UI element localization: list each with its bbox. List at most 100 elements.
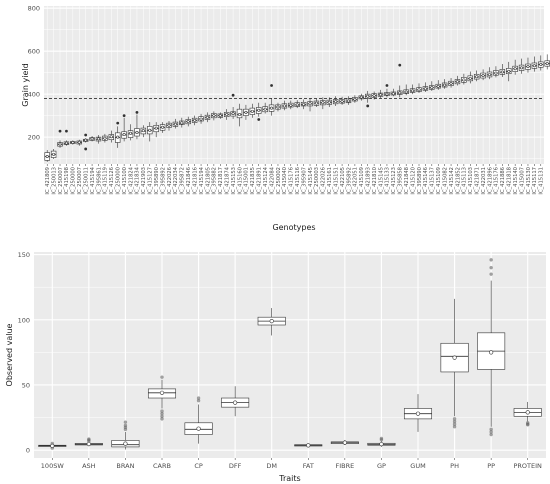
- outlier-point: [84, 133, 88, 137]
- mean-marker: [342, 440, 347, 445]
- mean-marker: [327, 100, 331, 104]
- mean-marker: [225, 113, 229, 117]
- mean-marker: [353, 97, 357, 101]
- mean-marker: [86, 441, 91, 447]
- x-tick-label: IC_421818: [507, 167, 513, 195]
- box-48: [352, 95, 358, 103]
- x-tick-label: IC_415040: [282, 167, 288, 195]
- mean-marker: [366, 94, 370, 98]
- box-11: [115, 121, 121, 148]
- outlier-point: [160, 409, 164, 413]
- x-tick-label: CARB: [153, 462, 171, 470]
- x-tick-label: GUM: [410, 462, 425, 470]
- x-tick-label: IC_421871: [474, 167, 480, 195]
- mean-marker: [154, 126, 158, 130]
- mean-marker: [270, 106, 274, 110]
- mean-marker: [231, 111, 235, 115]
- outlier-point: [58, 129, 62, 133]
- x-tick-label: DM: [266, 462, 277, 470]
- outlier-point: [489, 427, 493, 432]
- mean-marker: [423, 87, 427, 91]
- box-36: [275, 102, 281, 112]
- outlier-point: [160, 417, 164, 421]
- outlier-point: [452, 419, 457, 424]
- mean-marker: [295, 103, 299, 107]
- x-tick-label: IC_421886: [500, 167, 506, 195]
- x-tick-label: IC_415117: [532, 167, 538, 195]
- box-70: [493, 66, 499, 78]
- box-46: [339, 96, 345, 105]
- box-20: [172, 118, 179, 129]
- x-tick-label: IC_415146: [423, 167, 429, 195]
- outlier-point: [489, 432, 493, 437]
- box-4: [184, 396, 213, 444]
- x-tick-label: IC_250007: [77, 167, 83, 195]
- x-tick-label: IC_421846: [186, 167, 192, 195]
- x-tick-label: IC_415100: [122, 167, 128, 195]
- box-12: [121, 114, 127, 142]
- x-tick-label: FIBRE: [335, 462, 354, 470]
- x-tick-label: IC_415151: [333, 167, 339, 195]
- plot1-boxes: [44, 54, 550, 162]
- outlier-point: [398, 63, 402, 67]
- mean-marker: [193, 118, 197, 122]
- x-tick-label: IC_415001: [244, 167, 250, 195]
- x-tick-label: IC_395907: [301, 167, 307, 195]
- x-tick-label: IC_415160: [237, 167, 243, 195]
- mean-marker: [436, 84, 440, 88]
- y-tick-label: 400: [28, 91, 40, 99]
- x-tick-label: IC_395872: [180, 167, 186, 195]
- mean-marker: [507, 69, 511, 73]
- mean-marker: [404, 90, 408, 94]
- box-52: [377, 89, 384, 99]
- box-0: [44, 150, 50, 162]
- x-tick-label: IC_421848: [404, 167, 410, 195]
- box-37: [281, 100, 288, 111]
- x-tick-label: ASH: [82, 462, 96, 470]
- box-22: [185, 116, 191, 127]
- mean-marker: [379, 93, 383, 97]
- plot2-y-axis-label: Observed value: [5, 323, 14, 386]
- outlier-point: [123, 420, 128, 424]
- outlier-point: [489, 265, 493, 270]
- x-tick-label: IC_422084: [269, 166, 275, 194]
- box-65: [461, 73, 467, 85]
- x-tick-label: IC_395861: [96, 167, 102, 195]
- mean-marker: [233, 400, 238, 405]
- mean-marker: [64, 141, 68, 145]
- outlier-point: [489, 272, 493, 276]
- x-tick-label: IC_415145: [308, 167, 314, 195]
- x-tick-label: IC_422051: [353, 167, 359, 195]
- mean-marker: [71, 141, 75, 145]
- x-tick-label: DFF: [229, 462, 242, 470]
- plot2-grid: [34, 252, 546, 458]
- x-tick-label: IC_421824: [128, 166, 134, 194]
- x-tick-label: IC_395892: [160, 167, 166, 195]
- box-71: [499, 64, 506, 77]
- outlier-point: [385, 84, 389, 87]
- mean-marker: [269, 319, 274, 324]
- mean-marker: [196, 426, 201, 431]
- x-tick-label: IC_421816: [192, 167, 198, 195]
- x-tick-label: IC_415145: [378, 167, 384, 195]
- box-18: [159, 122, 166, 133]
- box-77: [538, 55, 544, 71]
- box-72: [506, 61, 512, 82]
- mean-marker: [135, 130, 139, 134]
- outlier-point: [123, 423, 128, 428]
- mean-marker: [263, 107, 267, 111]
- x-tick-label: IC_250011: [83, 167, 89, 195]
- x-tick-label: IC_415131: [539, 167, 545, 195]
- x-tick-label: IC_421893: [366, 167, 372, 195]
- mean-marker: [167, 123, 171, 127]
- mean-marker: [186, 120, 190, 124]
- x-tick-label: PH: [450, 462, 459, 470]
- x-tick-label: IC_421805: [205, 167, 211, 195]
- outlier-point: [526, 423, 530, 427]
- mean-marker: [306, 443, 311, 448]
- box-8: [95, 134, 102, 144]
- mean-marker: [489, 350, 494, 355]
- box-24: [198, 113, 204, 124]
- outlier-point: [87, 437, 91, 441]
- outlier-point: [231, 93, 235, 97]
